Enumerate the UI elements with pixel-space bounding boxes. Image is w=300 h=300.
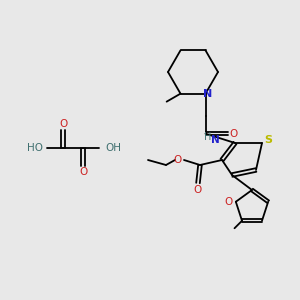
Text: O: O xyxy=(174,155,182,165)
Text: O: O xyxy=(194,185,202,195)
Text: O: O xyxy=(225,197,233,207)
Text: S: S xyxy=(264,135,272,145)
Text: OH: OH xyxy=(105,143,121,153)
Text: O: O xyxy=(230,129,238,139)
Text: N: N xyxy=(203,89,212,99)
Text: H: H xyxy=(204,132,212,142)
Text: O: O xyxy=(59,119,67,129)
Text: O: O xyxy=(79,167,87,177)
Text: HO: HO xyxy=(27,143,43,153)
Text: N: N xyxy=(212,135,220,145)
